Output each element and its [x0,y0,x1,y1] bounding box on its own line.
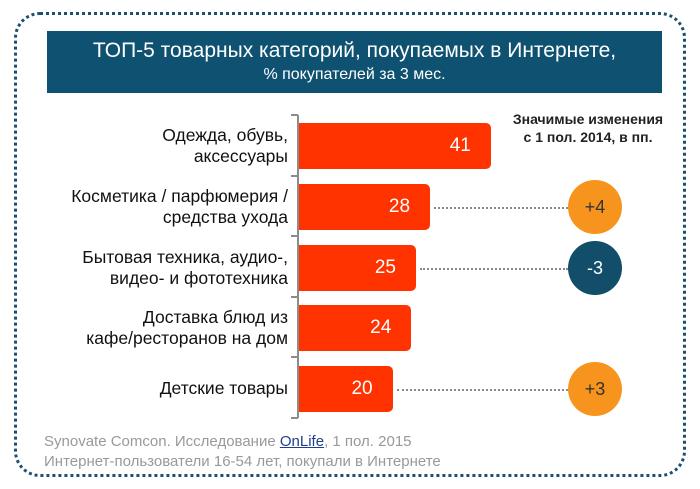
bar [299,123,491,170]
bar [299,183,431,230]
category-label-line: Одежда, обувь, [162,125,288,146]
category-label-line: Детские товары [159,378,288,399]
category-label-line: кафе/ресторанов на дом [86,328,288,349]
bar-value-label: 25 [374,256,396,278]
category-label: Доставка блюд из кафе/ресторанов на дом [18,307,288,349]
category-label-line: средства ухода [162,206,288,227]
onlife-link[interactable]: OnLife [279,433,325,450]
y-axis-tick [291,295,298,298]
category-label-line: Бытовая техника, аудио-, [82,246,288,267]
source-suffix: , 1 пол. 2015 [324,433,412,450]
y-axis-tick [291,174,298,177]
y-axis-tick [291,235,298,238]
bar [299,365,393,412]
leader-line [434,206,568,209]
chart-subtitle: % покупателей за 3 мес. [263,66,446,83]
bar-value-label: 41 [449,135,471,157]
category-label-line: аксессуары [193,146,288,167]
leader-line [396,388,568,391]
changes-title-line1: Значимые изменения [512,111,664,127]
changes-legend-title: Значимые изменения с 1 пол. 2014, в пп. [484,110,692,146]
dotted-frame [14,12,686,477]
category-label: Бытовая техника, аудио-, видео- и фототех… [18,247,288,289]
category-label-line: Доставка блюд из [142,307,288,328]
bar-value-label: 20 [351,377,373,399]
change-badge-negative: -3 [568,240,622,295]
y-axis-tick [291,114,298,116]
chart-header: ТОП-5 товарных категорий, покупаемых в И… [47,31,662,93]
footer: Synovate Comcon. Исследование OnLife, 1 … [44,432,441,472]
bar-value-label: 24 [370,317,392,339]
change-badge-positive: +4 [568,179,622,234]
category-label: Косметика / парфюмерия / средства ухода [18,186,288,228]
changes-title-line2: с 1 пол. 2014, в пп. [523,129,653,145]
y-axis [297,115,299,418]
category-label: Одежда, обувь, аксессуары [18,125,288,167]
sample-note: Интернет-пользователи 16-54 лет, покупал… [44,453,441,470]
y-axis-tick [291,356,298,359]
bar-value-label: 28 [388,195,411,217]
y-axis-tick [291,417,298,419]
category-label: Детские товары [18,378,288,399]
category-label-line: Косметика / парфюмерия / [71,185,288,206]
chart-title: ТОП-5 товарных категорий, покупаемых в И… [92,39,617,62]
bar [299,244,416,291]
bar [299,305,412,352]
source-line: Synovate Comcon. Исследование OnLife, 1 … [44,432,441,452]
source-prefix: Synovate Comcon. Исследование [44,433,280,450]
change-badge-positive: +3 [568,361,622,416]
leader-line [420,267,568,270]
category-label-line: видео- и фототехника [109,267,288,288]
